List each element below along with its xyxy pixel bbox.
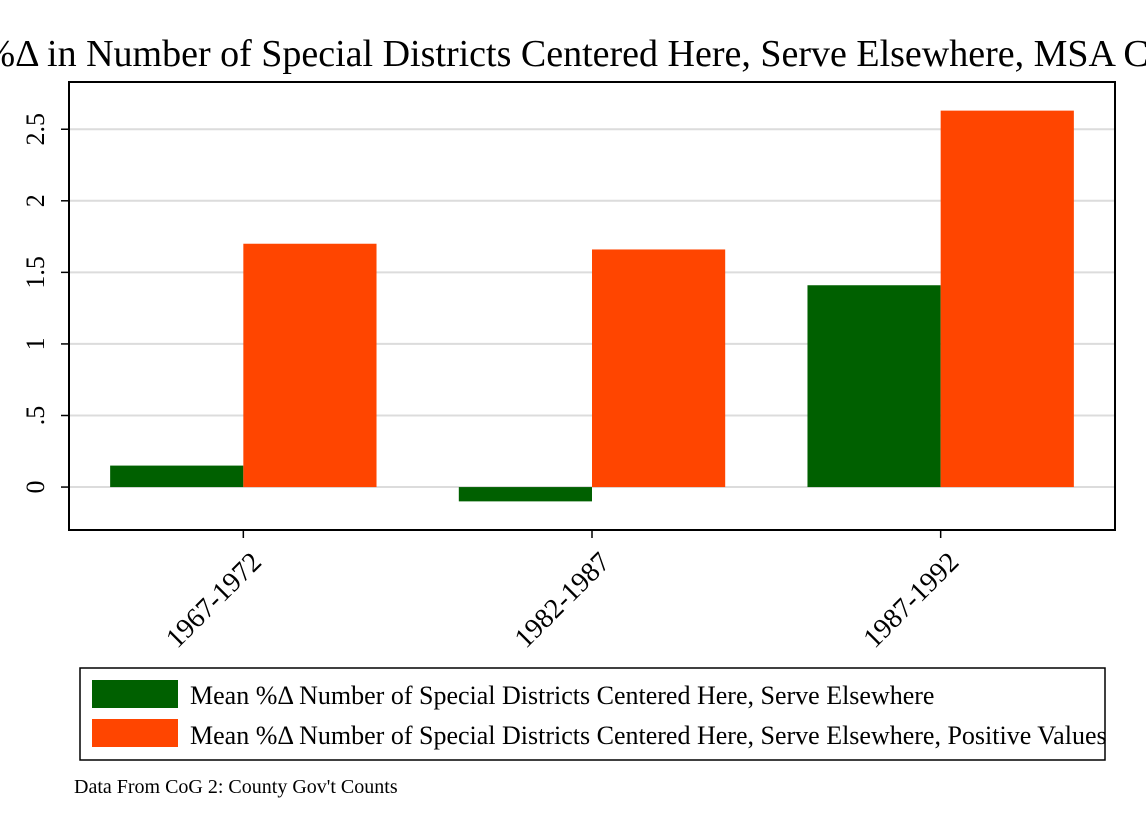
bar-s0-1967-1972 <box>110 465 244 488</box>
y-tick-label: 1.5 <box>21 256 50 289</box>
y-tick-label: 0 <box>21 481 50 494</box>
legend: Mean %Δ Number of Special Districts Cent… <box>79 667 1107 761</box>
legend-swatch-0 <box>92 680 178 708</box>
bar-s1-1967-1972 <box>243 243 377 488</box>
x-tick-label: 1967-1972 <box>160 547 268 655</box>
legend-label-1: Mean %Δ Number of Special Districts Cent… <box>190 721 1107 750</box>
legend-label-0: Mean %Δ Number of Special Districts Cent… <box>190 681 934 710</box>
chart-title: Mean %Δ in Number of Special Districts C… <box>0 33 1146 75</box>
legend-swatch-1 <box>92 719 178 747</box>
legend-box <box>79 667 1106 761</box>
bars <box>110 110 1074 502</box>
y-tick-label: .5 <box>21 406 50 426</box>
x-tick-label: 1987-1992 <box>857 547 965 655</box>
bar-s0-1982-1987 <box>458 487 592 502</box>
y-tick-label: 2 <box>21 194 50 207</box>
bar-s1-1987-1992 <box>940 110 1074 488</box>
bar-s0-1987-1992 <box>807 285 941 488</box>
y-tick-label: 1 <box>21 337 50 350</box>
source-note: Data From CoG 2: County Gov't Counts <box>74 776 398 798</box>
x-axis: 1967-1972 1982-1987 1987-1992 <box>160 530 965 654</box>
y-tick-label: 2.5 <box>21 113 50 146</box>
x-tick-label: 1982-1987 <box>509 547 617 655</box>
bar-s1-1982-1987 <box>592 249 726 488</box>
y-axis: 0 .5 1 1.5 2 2.5 <box>21 113 69 494</box>
